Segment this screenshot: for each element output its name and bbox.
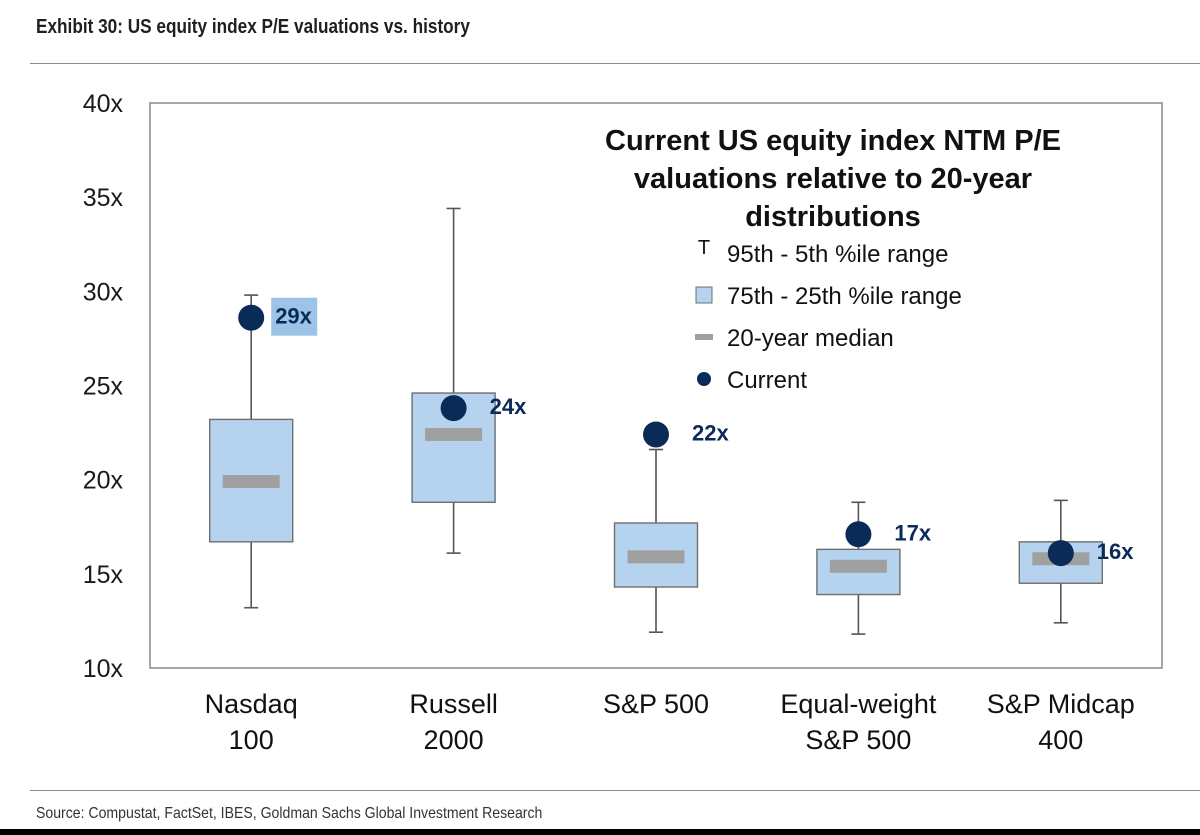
category-label: 400 [1038, 725, 1083, 755]
y-tick-label: 25x [83, 373, 124, 401]
legend-whisker-icon: T [698, 237, 710, 259]
y-tick-label: 10x [83, 655, 124, 683]
title-divider [30, 63, 1200, 64]
chart-title-line: distributions [745, 201, 921, 233]
chart-title-line: valuations relative to 20-year [634, 163, 1032, 195]
box-group-4: 16x S&P Midcap 400 [987, 499, 1135, 755]
current-value-label: 29x [275, 304, 312, 329]
current-value-label: 17x [894, 520, 931, 545]
current-dot [643, 421, 669, 448]
median-bar [627, 550, 685, 564]
category-label: Nasdaq [205, 689, 298, 719]
source-note: Source: Compustat, FactSet, IBES, Goldma… [36, 805, 543, 822]
legend-label: Current [727, 367, 807, 394]
legend-label: 75th - 25th %ile range [727, 283, 962, 310]
box-group-1: 24x Russell 2000 [409, 207, 527, 755]
legend-median-icon [695, 334, 713, 340]
current-dot [845, 521, 872, 548]
legend-box-icon [695, 286, 713, 304]
bottom-edge [0, 829, 1200, 835]
box-group-3: 17x Equal-weight S&P 500 [780, 501, 937, 755]
legend-current-icon [697, 372, 711, 386]
current-dot [238, 304, 265, 331]
current-dot [1047, 540, 1074, 567]
current-label-highlight [271, 297, 318, 336]
current-value-label: 16x [1097, 539, 1134, 564]
box-group-2: 22x S&P 500 [603, 420, 730, 719]
median-bar [222, 475, 280, 489]
legend-label: 95th - 5th %ile range [727, 241, 948, 268]
category-label: S&P 500 [805, 725, 911, 755]
pe-valuation-box-chart: 10x 15x 20x 25x 30x 35x 40x Current US equity i… [83, 90, 1163, 755]
category-label: 2000 [424, 725, 484, 755]
current-value-label: 24x [490, 394, 527, 419]
current-dot [440, 395, 467, 422]
median-bar [829, 559, 887, 573]
legend-label: 20-year median [727, 325, 894, 352]
y-tick-label: 35x [83, 184, 124, 212]
current-value-label: 22x [692, 420, 729, 445]
y-tick-label: 15x [83, 561, 124, 589]
category-label: Equal-weight [780, 689, 937, 719]
box-group-0: 29x Nasdaq 100 [205, 294, 318, 755]
source-divider [30, 790, 1200, 791]
category-label: Russell [409, 689, 498, 719]
plot-frame [149, 102, 1163, 669]
median-bar [425, 427, 483, 441]
exhibit-title: Exhibit 30: US equity index P/E valuatio… [36, 16, 470, 38]
y-tick-label: 30x [83, 278, 124, 306]
category-label: 100 [229, 725, 274, 755]
chart-title-line: Current US equity index NTM P/E [605, 125, 1061, 157]
y-tick-label: 40x [83, 90, 124, 118]
category-label: S&P Midcap [987, 689, 1135, 719]
y-tick-label: 20x [83, 467, 124, 495]
category-label: S&P 500 [603, 689, 709, 719]
